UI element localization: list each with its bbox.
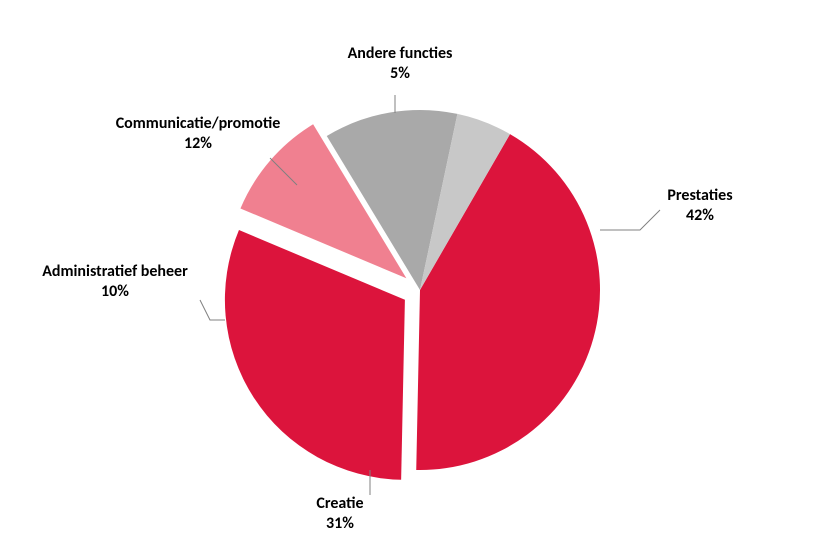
leader-line [200,300,225,320]
pie-slice-1 [225,230,405,480]
slice-title: Prestaties [667,186,732,206]
slice-label-communicatie-promotie: Communicatie/promotie 12% [116,114,281,154]
slice-label-prestaties: Prestaties 42% [667,186,732,226]
slice-title: Andere functies [348,44,453,64]
slice-percent: 12% [116,134,281,154]
slice-percent: 5% [348,64,453,84]
slice-percent: 10% [42,282,188,302]
slice-label-andere-functies: Andere functies 5% [348,44,453,84]
slice-percent: 42% [667,206,732,226]
leader-line [600,210,660,230]
slice-title: Creatie [316,494,363,514]
slice-label-administratief-beheer: Administratief beheer 10% [42,262,188,302]
slice-title: Communicatie/promotie [116,114,281,134]
pie-chart: Prestaties 42% Creatie 31% Administratie… [0,0,820,560]
slice-percent: 31% [316,514,363,534]
slice-title: Administratief beheer [42,262,188,282]
slice-label-creatie: Creatie 31% [316,494,363,534]
